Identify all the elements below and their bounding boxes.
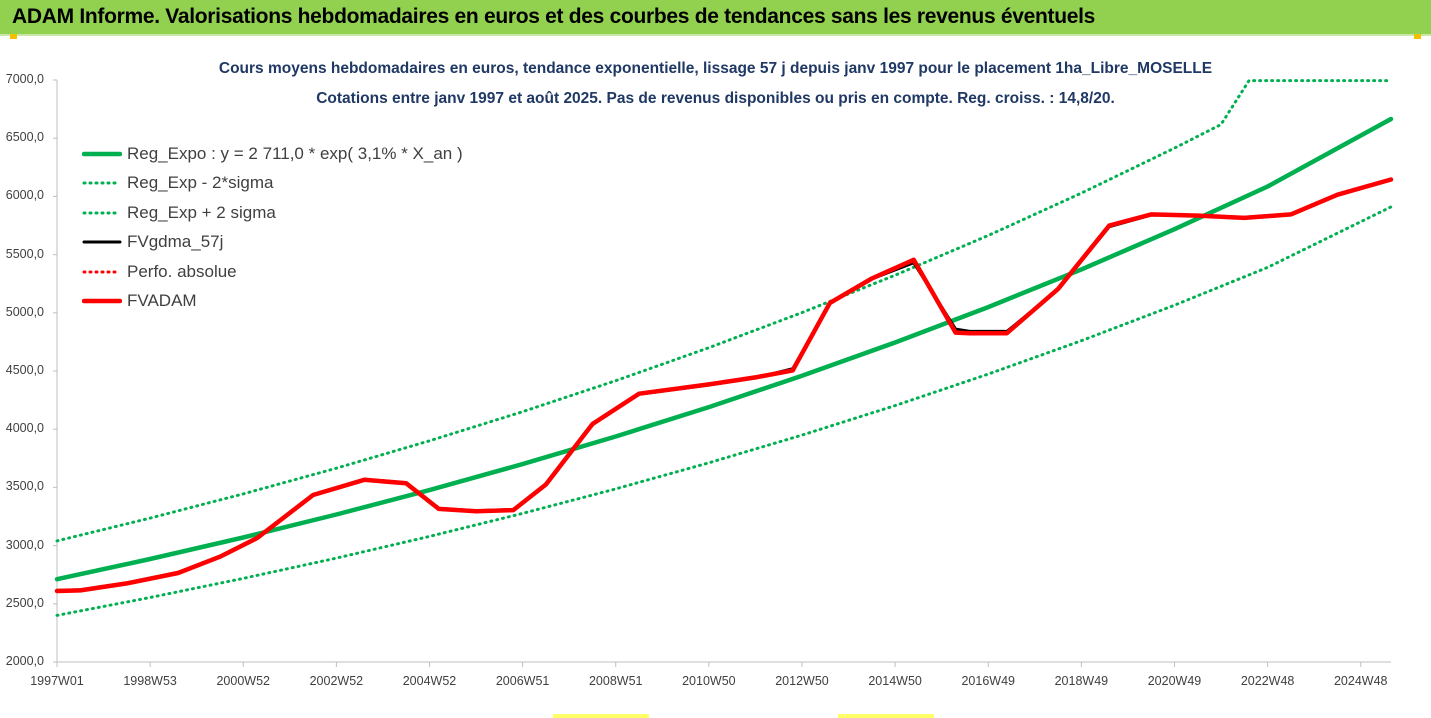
x-tick-label: 2016W49 — [961, 674, 1015, 688]
series-line-2 — [55, 79, 1393, 543]
y-tick-label: 6500,0 — [5, 130, 44, 145]
legend-item: Reg_Exp - 2*sigma — [82, 169, 463, 199]
y-tick-label: 3000,0 — [5, 537, 44, 552]
x-tick-label: 2006W51 — [495, 674, 550, 688]
x-tick-label: 1998W53 — [123, 674, 177, 688]
legend-label: Perfo. absolue — [127, 261, 237, 281]
legend-item: Reg_Expo : y = 2 711,0 * exp( 3,1% * X_a… — [82, 139, 463, 169]
legend-swatch — [82, 240, 122, 244]
report-banner: ADAM Informe. Valorisations hebdomadaire… — [0, 0, 1431, 36]
corner-mark-right — [1414, 34, 1421, 39]
x-tick-label: 2020W49 — [1147, 674, 1202, 688]
x-tick-label: 2024W48 — [1333, 674, 1388, 688]
legend-label: FVADAM — [127, 291, 197, 311]
y-tick-label: 6000,0 — [5, 188, 44, 203]
legend-item: FVADAM — [82, 287, 463, 317]
chart-legend: Reg_Expo : y = 2 711,0 * exp( 3,1% * X_a… — [82, 139, 463, 316]
chart-title: Cours moyens hebdomadaires en euros, ten… — [218, 60, 1213, 77]
x-tick-label: 1997W01 — [30, 674, 84, 688]
y-tick-label: 4000,0 — [5, 421, 44, 436]
series-line-1 — [55, 205, 1393, 617]
legend-label: Reg_Exp - 2*sigma — [127, 173, 274, 193]
legend-item: Perfo. absolue — [82, 257, 463, 287]
x-tick-label: 2014W50 — [868, 674, 922, 688]
legend-swatch — [82, 299, 122, 304]
y-tick-label: 5500,0 — [5, 246, 44, 261]
legend-label: FVgdma_57j — [127, 232, 224, 252]
legend-item: Reg_Exp + 2 sigma — [82, 198, 463, 228]
y-tick-label: 7000,0 — [5, 72, 44, 86]
corner-mark-left — [10, 34, 17, 39]
y-tick-label: 4500,0 — [5, 363, 44, 377]
legend-swatch — [82, 270, 122, 274]
legend-swatch — [82, 211, 122, 215]
y-tick-label: 2500,0 — [5, 595, 44, 610]
x-tick-label: 2012W50 — [775, 674, 829, 688]
report-title: ADAM Informe. Valorisations hebdomadaire… — [12, 5, 1096, 28]
legend-item: FVgdma_57j — [82, 228, 463, 258]
x-tick-label: 2022W48 — [1240, 674, 1295, 688]
series-line-5 — [54, 177, 1394, 594]
line-chart — [53, 79, 1394, 667]
x-tick-label: 2018W49 — [1054, 674, 1109, 688]
x-tick-label: 2002W52 — [309, 674, 364, 688]
sheet-tab-left[interactable] — [553, 714, 649, 718]
legend-swatch — [82, 151, 122, 156]
x-tick-label: 2010W50 — [682, 674, 736, 688]
chart-subtitle: Cotations entre janv 1997 et août 2025. … — [316, 90, 1115, 107]
legend-label: Reg_Exp + 2 sigma — [127, 202, 276, 222]
legend-swatch — [82, 181, 122, 185]
x-tick-label: 2008W51 — [588, 674, 643, 688]
sheet-tab-right[interactable] — [838, 714, 934, 718]
y-tick-label: 3500,0 — [5, 479, 44, 494]
legend-label: Reg_Expo : y = 2 711,0 * exp( 3,1% * X_a… — [127, 143, 463, 163]
y-tick-label: 5000,0 — [5, 304, 44, 319]
y-tick-label: 2000,0 — [5, 654, 44, 668]
x-tick-label: 2004W52 — [402, 674, 457, 688]
series-line-0 — [54, 116, 1394, 582]
x-tick-label: 2000W52 — [216, 674, 270, 688]
chart-area: Cours moyens hebdomadaires en euros, ten… — [0, 36, 1431, 718]
